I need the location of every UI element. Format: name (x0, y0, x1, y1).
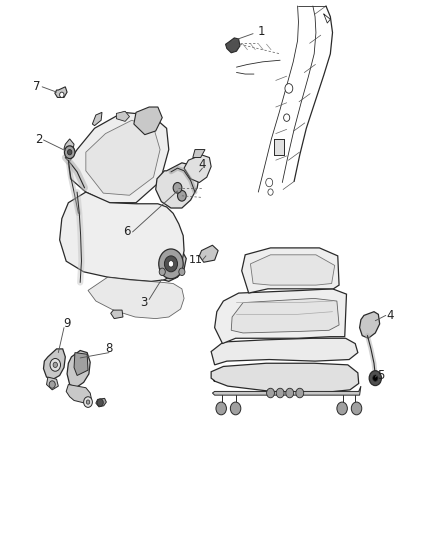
Circle shape (284, 114, 290, 122)
Polygon shape (74, 353, 88, 375)
Text: 7: 7 (33, 80, 40, 93)
Polygon shape (88, 277, 184, 319)
Polygon shape (211, 338, 358, 365)
Polygon shape (92, 112, 102, 126)
Circle shape (84, 397, 92, 407)
Polygon shape (46, 377, 58, 390)
Circle shape (267, 388, 275, 398)
Circle shape (173, 182, 182, 193)
Polygon shape (152, 248, 186, 281)
Polygon shape (111, 310, 123, 319)
Circle shape (50, 359, 60, 371)
Polygon shape (211, 364, 359, 393)
Circle shape (159, 268, 165, 276)
Circle shape (337, 402, 347, 415)
Circle shape (373, 375, 378, 381)
Text: 6: 6 (123, 225, 130, 238)
Polygon shape (155, 163, 199, 208)
Text: 3: 3 (140, 296, 148, 309)
Circle shape (168, 261, 173, 267)
Polygon shape (134, 107, 162, 135)
Polygon shape (184, 155, 211, 182)
Circle shape (164, 256, 177, 272)
Polygon shape (242, 248, 339, 293)
Circle shape (266, 178, 273, 187)
Circle shape (49, 381, 55, 388)
Polygon shape (66, 384, 92, 403)
Circle shape (53, 362, 57, 368)
Text: 1: 1 (258, 25, 265, 38)
Circle shape (159, 249, 183, 279)
Polygon shape (55, 87, 67, 98)
Circle shape (177, 190, 186, 201)
Text: 11: 11 (189, 255, 203, 265)
Text: 9: 9 (64, 318, 71, 330)
Circle shape (369, 370, 381, 385)
Circle shape (285, 84, 293, 93)
Circle shape (216, 402, 226, 415)
Polygon shape (199, 245, 218, 262)
Text: 2: 2 (35, 133, 43, 147)
Polygon shape (117, 111, 130, 122)
Circle shape (60, 92, 64, 98)
Circle shape (67, 150, 72, 155)
Polygon shape (64, 139, 74, 152)
Polygon shape (231, 298, 339, 333)
Circle shape (97, 399, 103, 406)
Circle shape (276, 388, 284, 398)
Polygon shape (86, 120, 160, 195)
Polygon shape (215, 289, 346, 344)
Circle shape (296, 388, 304, 398)
Text: 8: 8 (105, 342, 113, 356)
Polygon shape (274, 139, 284, 155)
Text: 4: 4 (386, 309, 394, 322)
Circle shape (64, 146, 75, 159)
Circle shape (179, 268, 185, 276)
Polygon shape (226, 38, 240, 53)
Polygon shape (67, 351, 90, 387)
Polygon shape (96, 398, 106, 407)
Circle shape (86, 400, 90, 404)
Text: 4: 4 (199, 158, 206, 171)
Polygon shape (212, 386, 361, 395)
Polygon shape (360, 312, 380, 338)
Text: 5: 5 (377, 369, 384, 382)
Circle shape (286, 388, 293, 398)
Circle shape (268, 189, 273, 195)
Circle shape (351, 402, 362, 415)
Polygon shape (193, 150, 205, 158)
Polygon shape (43, 349, 65, 379)
Polygon shape (251, 255, 335, 285)
Circle shape (230, 402, 241, 415)
Polygon shape (68, 112, 169, 203)
Polygon shape (60, 192, 184, 281)
